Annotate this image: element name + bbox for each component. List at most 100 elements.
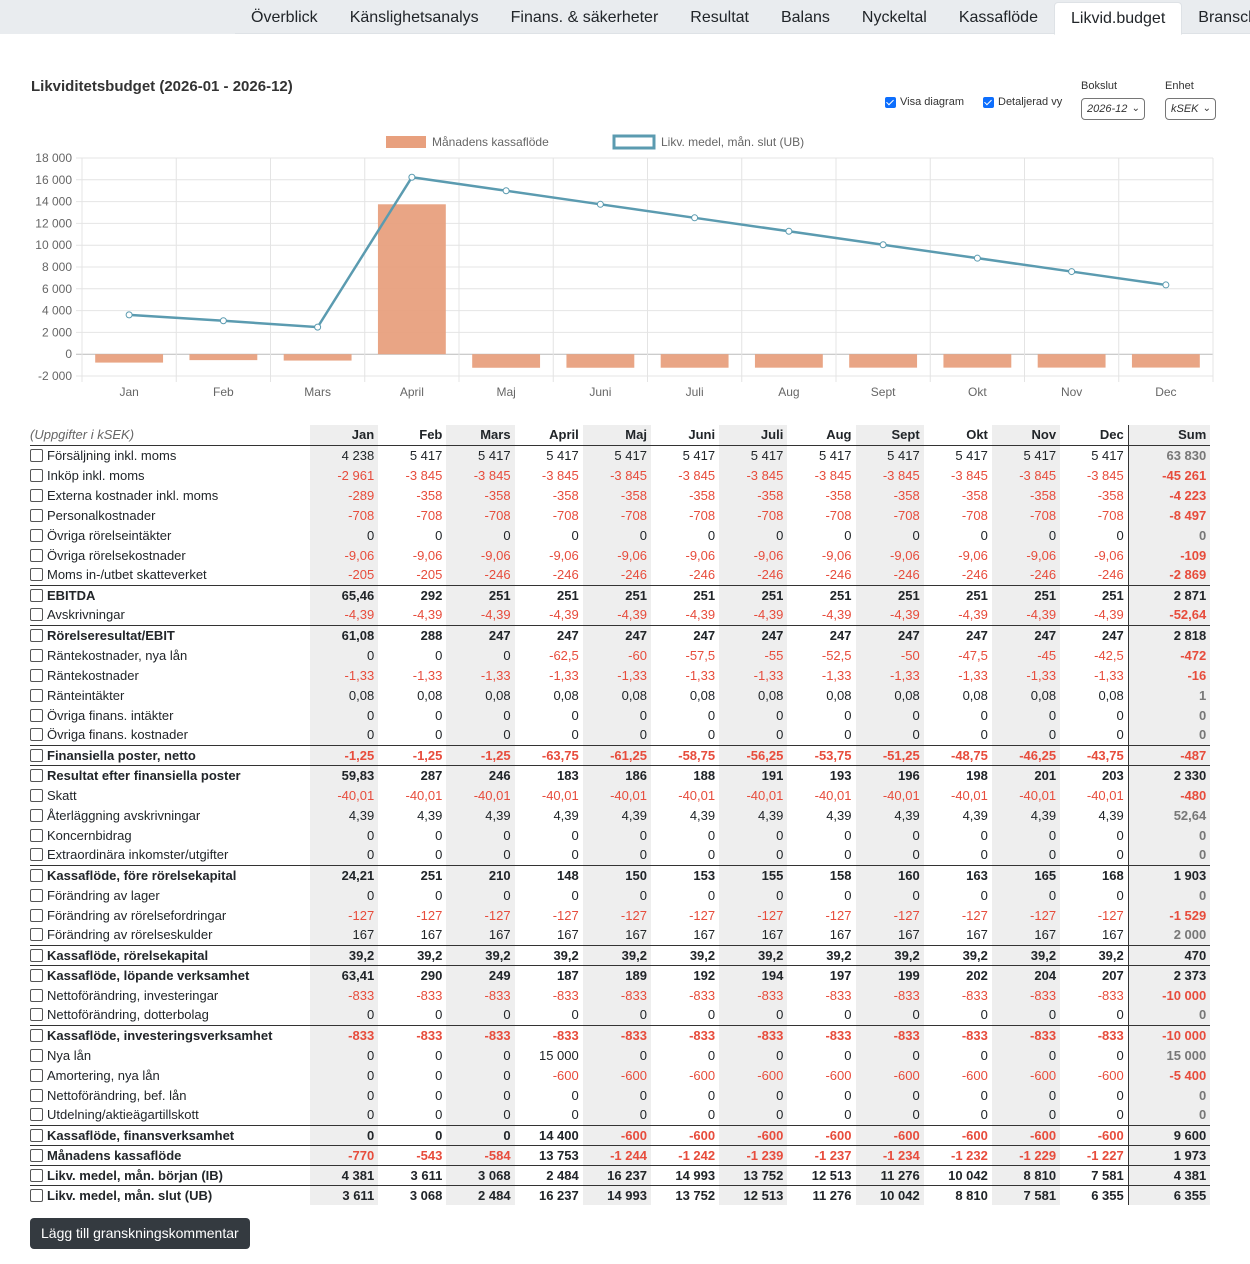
cashflow-bar <box>660 354 729 368</box>
value-cell: -246 <box>552 567 579 583</box>
value-cell: -833 <box>991 1024 1061 1045</box>
row-checkbox[interactable] <box>30 988 43 1002</box>
row-checkbox[interactable] <box>30 448 43 462</box>
value-cell: -62,5 <box>549 647 579 663</box>
value-cell: -708 <box>689 507 716 523</box>
row-checkbox[interactable] <box>30 548 43 562</box>
row-checkbox[interactable] <box>30 588 43 602</box>
value-cell: 0 <box>980 887 988 903</box>
row-checkbox[interactable] <box>30 1108 43 1122</box>
tab-bransch[interactable]: Bransch <box>1198 9 1250 26</box>
row-checkbox[interactable] <box>30 768 43 782</box>
value-cell: -9,06 <box>412 547 443 563</box>
show-chart-checkbox[interactable]: Visa diagram <box>885 96 964 108</box>
row-checkbox[interactable] <box>30 688 43 702</box>
row-checkbox[interactable] <box>30 848 43 862</box>
row-checkbox[interactable] <box>30 908 43 922</box>
row-checkbox[interactable] <box>30 928 43 942</box>
tabs: Överblick Känslighetsanalys Finans. & säke… <box>235 2 1250 35</box>
value-cell: 0 <box>446 1105 515 1125</box>
value-cell: 0,08 <box>1098 687 1124 703</box>
value-cell: -1,33 <box>310 665 379 685</box>
value-cell: 3 611 <box>378 1164 447 1185</box>
row-checkbox[interactable] <box>30 1068 43 1082</box>
row-checkbox[interactable] <box>30 568 43 582</box>
value-cell: -708 <box>991 505 1061 525</box>
value-cell: 203 <box>1060 764 1129 785</box>
row-label: Nettoförändring, bef. lån <box>47 1087 187 1103</box>
row-label: Övriga rörelsekostnader <box>47 547 186 563</box>
value-cell: -46,25 <box>991 744 1061 765</box>
value-cell: 207 <box>1060 964 1129 985</box>
row-checkbox[interactable] <box>30 808 43 822</box>
table-row: Extraordinära inkomster/utgifter 0 0 0 0 0 0 0 0… <box>30 845 1211 865</box>
table-row: Nettoförändring, bef. lån 0 0 0 0 0 0 0 0 0 0 0 0 0 <box>30 1085 1211 1105</box>
value-cell: 0 <box>844 527 852 543</box>
detailed-view-checkbox[interactable]: Detaljerad vy <box>983 96 1062 108</box>
value-cell: 153 <box>650 864 720 885</box>
row-checkbox[interactable] <box>30 1028 43 1042</box>
value-cell: 39,2 <box>650 944 720 965</box>
row-checkbox[interactable] <box>30 968 43 982</box>
value-cell: 0 <box>310 1045 379 1065</box>
value-cell: 167 <box>1102 927 1124 943</box>
row-checkbox[interactable] <box>30 1168 43 1182</box>
row-checkbox[interactable] <box>30 1088 43 1102</box>
value-cell: 4,39 <box>417 807 443 823</box>
value-cell: -127 <box>961 907 988 923</box>
row-checkbox[interactable] <box>30 668 43 682</box>
row-checkbox[interactable] <box>30 488 43 502</box>
value-cell: 0 <box>310 885 379 905</box>
row-label-cell: Nettoförändring, bef. lån <box>30 1085 310 1105</box>
row-checkbox[interactable] <box>30 628 43 642</box>
value-cell: -358 <box>855 485 924 505</box>
row-checkbox[interactable] <box>30 528 43 542</box>
value-cell: 183 <box>514 764 583 785</box>
row-label: Avskrivningar <box>47 607 125 623</box>
row-checkbox[interactable] <box>30 508 43 522</box>
tab-nyckeltal[interactable]: Nyckeltal <box>861 9 927 26</box>
row-checkbox[interactable] <box>30 948 43 962</box>
value-cell: -600 <box>855 1065 924 1085</box>
row-checkbox[interactable] <box>30 608 43 622</box>
row-checkbox[interactable] <box>30 828 43 842</box>
value-cell: -246 <box>719 565 788 585</box>
value-cell: 0,08 <box>582 685 651 705</box>
row-checkbox[interactable] <box>30 1148 43 1162</box>
cashflow-bar <box>566 354 635 368</box>
tab-känslighetsanalys[interactable]: Känslighetsanalys <box>349 9 479 26</box>
value-cell: 0 <box>991 1045 1061 1065</box>
row-checkbox[interactable] <box>30 708 43 722</box>
value-cell: 0 <box>707 887 716 903</box>
row-checkbox[interactable] <box>30 1008 43 1022</box>
unit-select[interactable]: kSEK ⌄ <box>1165 98 1216 120</box>
value-cell: -57,5 <box>685 647 716 663</box>
row-checkbox[interactable] <box>30 728 43 742</box>
legend-bar-swatch <box>386 136 426 148</box>
value-cell: 7 581 <box>1060 1164 1129 1185</box>
value-cell: 0 <box>980 1087 988 1103</box>
add-review-comment-button[interactable]: Lägg till granskningskommentar <box>30 1218 250 1249</box>
row-checkbox[interactable] <box>30 788 43 802</box>
row-checkbox[interactable] <box>30 888 43 902</box>
tab-likvid-budget[interactable]: Likvid.budget <box>1053 2 1183 35</box>
value-cell: 5 417 <box>582 445 651 465</box>
row-checkbox[interactable] <box>30 468 43 482</box>
value-cell: 13 752 <box>650 1184 720 1205</box>
bokslut-select[interactable]: 2026-12 ⌄ <box>1081 98 1145 120</box>
value-cell: -246 <box>689 567 716 583</box>
tab-överblick[interactable]: Överblick <box>251 9 318 26</box>
value-cell: 186 <box>582 764 651 785</box>
row-checkbox[interactable] <box>30 748 43 762</box>
row-checkbox[interactable] <box>30 868 43 882</box>
row-label: Nettoförändring, dotterbolag <box>47 1007 209 1023</box>
tab-finans-säkerheter[interactable]: Finans. & säkerheter <box>510 9 659 26</box>
value-cell: 0 <box>719 705 788 725</box>
tab-balans[interactable]: Balans <box>780 9 830 26</box>
row-checkbox[interactable] <box>30 648 43 662</box>
row-checkbox[interactable] <box>30 1188 43 1202</box>
row-checkbox[interactable] <box>30 1048 43 1062</box>
tab-kassaflöde[interactable]: Kassaflöde <box>958 9 1038 26</box>
row-checkbox[interactable] <box>30 1128 43 1142</box>
tab-resultat[interactable]: Resultat <box>690 9 749 26</box>
